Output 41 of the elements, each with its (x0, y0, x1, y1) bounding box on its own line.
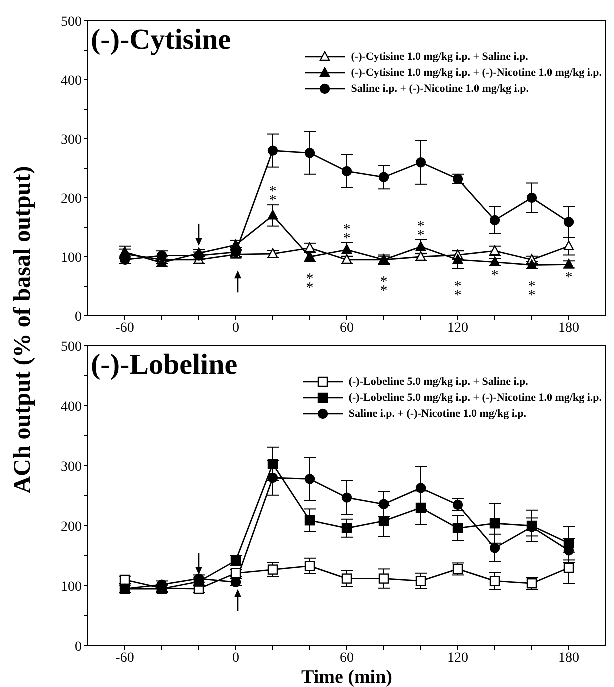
x-tick-label: -60 (116, 320, 134, 336)
y-tick-label: 500 (61, 14, 82, 30)
annotation: ** (528, 278, 536, 304)
chart-title: (-)-Lobeline (91, 349, 238, 381)
legend-label: Saline i.p. + (-)-Nicotine 1.0 mg/kg i.p. (351, 82, 529, 97)
y-axis-title: ACh output (% of basal output) (10, 166, 36, 494)
annotation: ** (269, 184, 277, 210)
y-tick-label: 100 (61, 580, 82, 595)
x-tick-label: 120 (448, 650, 468, 666)
x-tick-label: -60 (116, 650, 134, 666)
annotation: ** (306, 272, 314, 297)
y-tick-label: 100 (61, 250, 82, 266)
legend-label: (-)-Cytisine 1.0 mg/kg i.p. + Saline i.p. (351, 50, 528, 65)
y-tick-label: 0 (75, 640, 82, 655)
x-tick-label: 180 (558, 650, 580, 666)
annotation: * (491, 268, 499, 284)
legend-label: (-)-Lobeline 5.0 mg/kg i.p. + (-)-Nicotine 1.0 mg/kg i.p. (348, 391, 602, 406)
x-tick-label: 120 (448, 320, 468, 336)
annotation: ** (417, 218, 425, 244)
y-tick-label: 0 (75, 310, 82, 325)
y-tick-label: 300 (61, 460, 82, 475)
y-tick-label: 500 (61, 340, 82, 355)
y-tick-label: 200 (61, 520, 82, 535)
legend-label: Saline i.p. + (-)-Nicotine 1.0 mg/kg i.p. (348, 407, 527, 422)
x-tick-label: 0 (232, 650, 240, 666)
y-tick-label: 400 (61, 74, 82, 89)
x-tick-label: 180 (558, 320, 580, 336)
annotation: ** (380, 274, 388, 300)
x-tick-label: 60 (340, 320, 354, 336)
annotation: ** (454, 278, 462, 304)
annotation: ** (343, 222, 351, 247)
legend-label: (-)-Cytisine 1.0 mg/kg i.p. + (-)-Nicotine 1.0 mg/kg i.p. (351, 66, 602, 81)
y-tick-label: 200 (61, 192, 82, 207)
annotation: * (565, 270, 573, 286)
y-tick-label: 300 (61, 132, 82, 148)
y-tick-label: 400 (61, 400, 82, 415)
x-axis-title: Time (min) (302, 667, 392, 687)
legend-label: (-)-Lobeline 5.0 mg/kg i.p. + Saline i.p. (348, 375, 528, 390)
chart-title: (-)-Cytisine (91, 24, 232, 56)
x-tick-label: 0 (232, 320, 240, 336)
x-tick-label: 60 (340, 650, 354, 666)
